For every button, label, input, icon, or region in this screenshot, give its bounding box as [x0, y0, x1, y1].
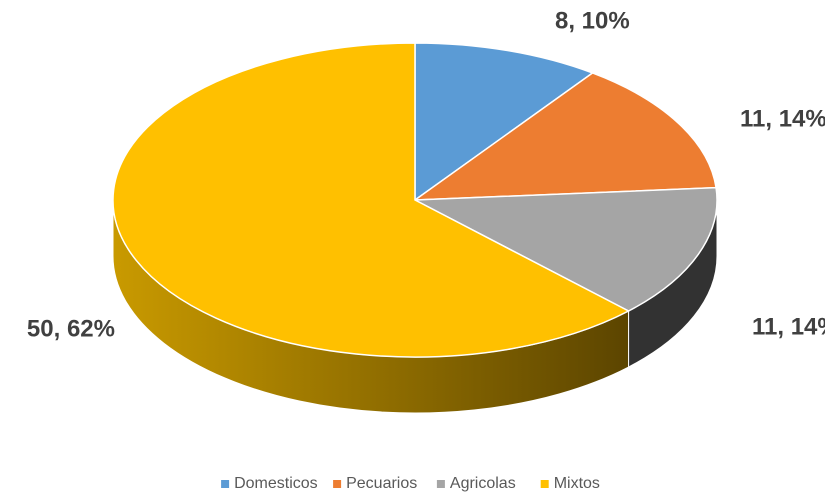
- legend-swatch: [436, 480, 445, 488]
- value-label: 11, 14%: [752, 313, 825, 340]
- value-label: 50, 62%: [27, 315, 115, 342]
- slice: [414, 42, 595, 202]
- value-label: 11, 14%: [740, 105, 825, 132]
- legend-label: Domesticos: [234, 475, 318, 492]
- legend-label: Agricolas: [450, 475, 516, 492]
- legend-swatch: [333, 480, 342, 488]
- legend-swatch: [540, 480, 549, 488]
- value-label: 8, 10%: [555, 7, 630, 34]
- legend-swatch: [221, 480, 230, 488]
- slice: [412, 186, 718, 312]
- legend-label: Mixtos: [554, 475, 600, 492]
- slice: [112, 42, 631, 358]
- legend-label: Pecuarios: [346, 475, 417, 492]
- slice: [412, 72, 717, 201]
